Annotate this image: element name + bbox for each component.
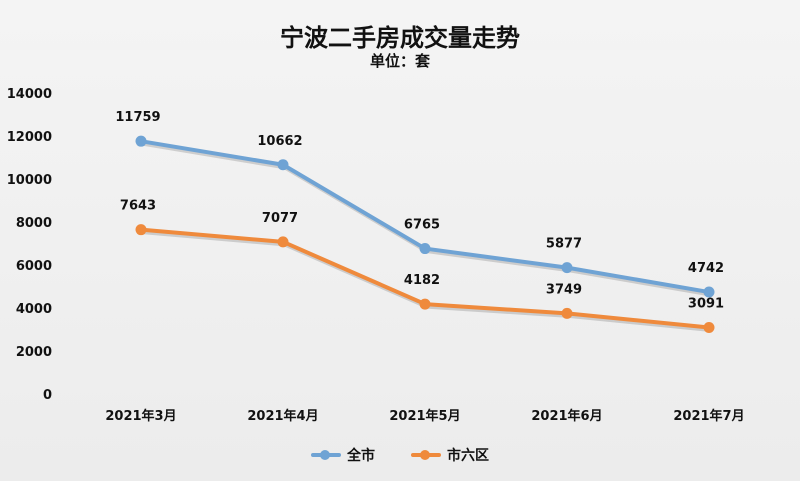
data-point: [135, 224, 147, 236]
legend: 全市 市六区: [0, 445, 800, 465]
data-point: [561, 262, 573, 274]
x-tick-label: 2021年3月: [105, 408, 176, 424]
legend-item-series-1: 市六区: [411, 445, 489, 465]
legend-swatch-series-0: [311, 448, 341, 462]
x-tick-label: 2021年5月: [389, 408, 460, 424]
data-point: [561, 307, 573, 319]
y-tick-label: 6000: [16, 259, 52, 274]
data-label: 3749: [546, 282, 582, 297]
y-tick-label: 12000: [7, 130, 52, 145]
data-point: [277, 159, 289, 171]
data-label: 4182: [404, 273, 440, 288]
data-label: 11759: [115, 110, 160, 125]
data-label: 7077: [262, 211, 298, 226]
legend-swatch-series-1: [411, 448, 441, 462]
data-label: 3091: [688, 297, 724, 312]
y-tick-label: 0: [43, 388, 52, 403]
y-tick-label: 2000: [16, 345, 52, 360]
data-label: 4742: [688, 261, 724, 276]
y-tick-label: 10000: [7, 173, 52, 188]
legend-item-series-0: 全市: [311, 445, 375, 465]
chart-subtitle: 单位：套: [369, 52, 430, 70]
data-label: 5877: [546, 237, 582, 252]
data-label: 6765: [404, 218, 440, 233]
x-tick-label: 2021年7月: [673, 408, 744, 424]
data-point: [277, 236, 289, 248]
data-point: [135, 135, 147, 147]
x-tick-label: 2021年4月: [247, 408, 318, 424]
data-point: [703, 286, 715, 298]
chart-title: 宁波二手房成交量走势: [280, 24, 520, 52]
legend-label-series-1: 市六区: [447, 448, 489, 464]
y-tick-label: 4000: [16, 302, 52, 317]
data-point: [419, 243, 431, 255]
x-tick-label: 2021年6月: [531, 408, 602, 424]
data-label: 10662: [257, 134, 302, 149]
data-point: [703, 322, 715, 334]
data-point: [419, 298, 431, 310]
y-tick-label: 14000: [7, 87, 52, 102]
legend-label-series-0: 全市: [347, 448, 375, 464]
y-tick-label: 8000: [16, 216, 52, 231]
data-label: 7643: [120, 199, 156, 214]
